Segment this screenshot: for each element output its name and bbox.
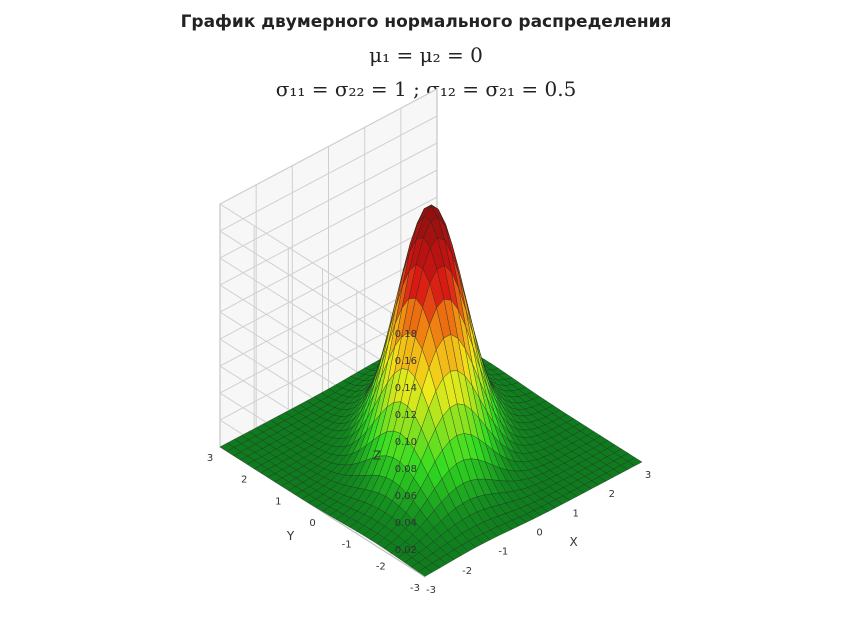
y-axis-label: Y (286, 529, 295, 543)
x-tick-label: 0 (536, 528, 542, 539)
z-tick-label: 0.12 (395, 410, 417, 421)
x-tick-label: 2 (609, 489, 615, 500)
x-tick-label: -1 (498, 547, 508, 558)
axis-ticks: 0.02 0.04 0.06 0.08 0.10 0.12 0.14 0.16 0.18 -3 -2… (207, 329, 651, 596)
z-tick-label: 0.06 (395, 491, 417, 502)
y-tick-label: 1 (275, 496, 281, 507)
mean-parameters: μ₁ = μ₂ = 0 (369, 43, 483, 67)
x-axis-label: X (569, 535, 577, 549)
z-tick-label: 0.14 (395, 383, 417, 394)
y-tick-label: -2 (376, 561, 386, 572)
surface-cell (417, 567, 433, 577)
z-tick-label: 0.08 (395, 464, 417, 475)
x-tick-label: -2 (462, 566, 472, 577)
x-tick-label: 1 (572, 508, 578, 519)
y-tick-label: -3 (410, 583, 420, 594)
z-tick-label: 0.16 (395, 356, 417, 367)
gaussian-surface (219, 204, 643, 577)
z-tick-label: 0.18 (395, 329, 417, 340)
y-tick-label: 0 (309, 518, 315, 529)
y-tick-label: 3 (207, 453, 213, 464)
x-tick-label: 3 (645, 470, 651, 481)
x-tick-label: -3 (426, 585, 436, 596)
z-tick-label: 0.02 (395, 545, 417, 556)
z-axis-label: Z (373, 449, 381, 463)
chart-title: График двумерного нормального распределе… (180, 12, 672, 32)
y-tick-label: 2 (241, 475, 247, 486)
z-tick-label: 0.04 (395, 518, 417, 529)
y-tick-label: -1 (342, 540, 352, 551)
z-tick-label: 0.10 (395, 437, 417, 448)
